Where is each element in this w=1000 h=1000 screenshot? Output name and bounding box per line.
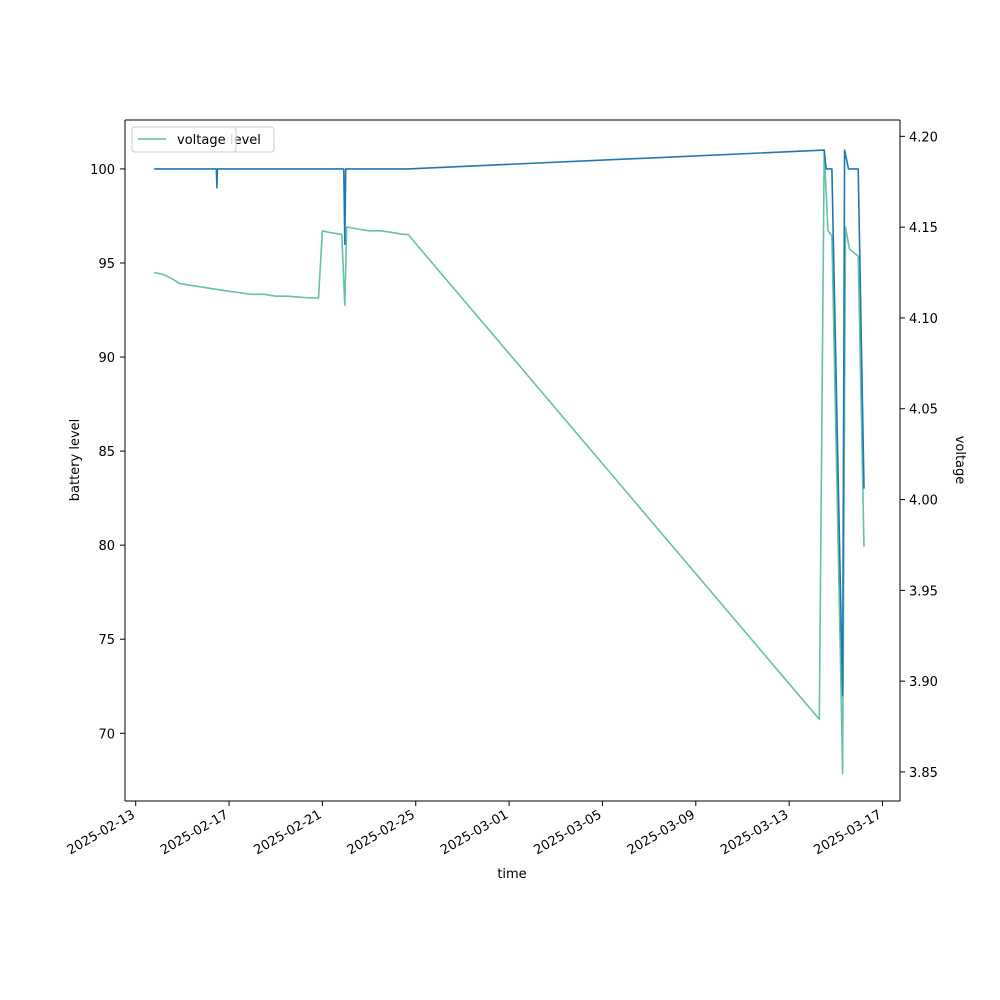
series-layer [154,149,865,775]
legend-right-label: voltage [177,133,226,148]
left-y-axis-ticks: 70 75 80 85 90 95 100 [90,163,125,742]
x-tick-label: 2025-03-05 [532,807,605,858]
x-tick-label: 2025-02-25 [345,807,418,858]
legend-right: voltage [131,126,237,153]
x-tick-label: 2025-02-21 [251,807,324,858]
y2-tick-label: 4.20 [909,130,938,145]
x-tick-label: 2025-03-09 [625,807,698,858]
y2-tick-label: 4.15 [909,221,938,236]
legend-left-label: level [230,133,261,148]
series-line-voltage [154,150,865,775]
y-tick-label: 80 [98,539,115,554]
y-tick-label: 90 [98,351,115,366]
right-y-axis-label: voltage [952,436,967,485]
plot-background [125,120,900,801]
x-axis-ticks: 2025-02-13 2025-02-17 2025-02-21 2025-02-25… [65,801,885,858]
y2-tick-label: 3.95 [909,584,938,599]
axes-frame [124,119,901,802]
x-tick-label: 2025-03-01 [438,807,511,858]
y2-tick-label: 3.90 [909,675,938,690]
x-tick-label: 2025-02-17 [158,807,231,858]
right-y-axis-ticks: 3.85 3.90 3.95 4.00 4.05 4.10 4.15 4.20 [900,130,938,781]
y-tick-label: 100 [90,163,115,178]
x-axis-label: time [497,867,526,882]
y-tick-label: 85 [98,445,115,460]
y2-tick-label: 3.85 [909,766,938,781]
x-tick-label: 2025-03-17 [812,807,885,858]
y2-tick-label: 4.00 [909,494,938,509]
series-line-level [154,149,865,697]
legend-right-box [131,126,237,153]
y-tick-label: 70 [98,727,115,742]
y-tick-label: 75 [98,633,115,648]
left-y-axis-label: battery level [68,419,83,502]
y2-tick-label: 4.10 [909,312,938,327]
x-tick-label: 2025-03-13 [718,807,791,858]
y-tick-label: 95 [98,257,115,272]
y2-tick-label: 4.05 [909,403,938,418]
x-tick-label: 2025-02-13 [65,807,138,858]
